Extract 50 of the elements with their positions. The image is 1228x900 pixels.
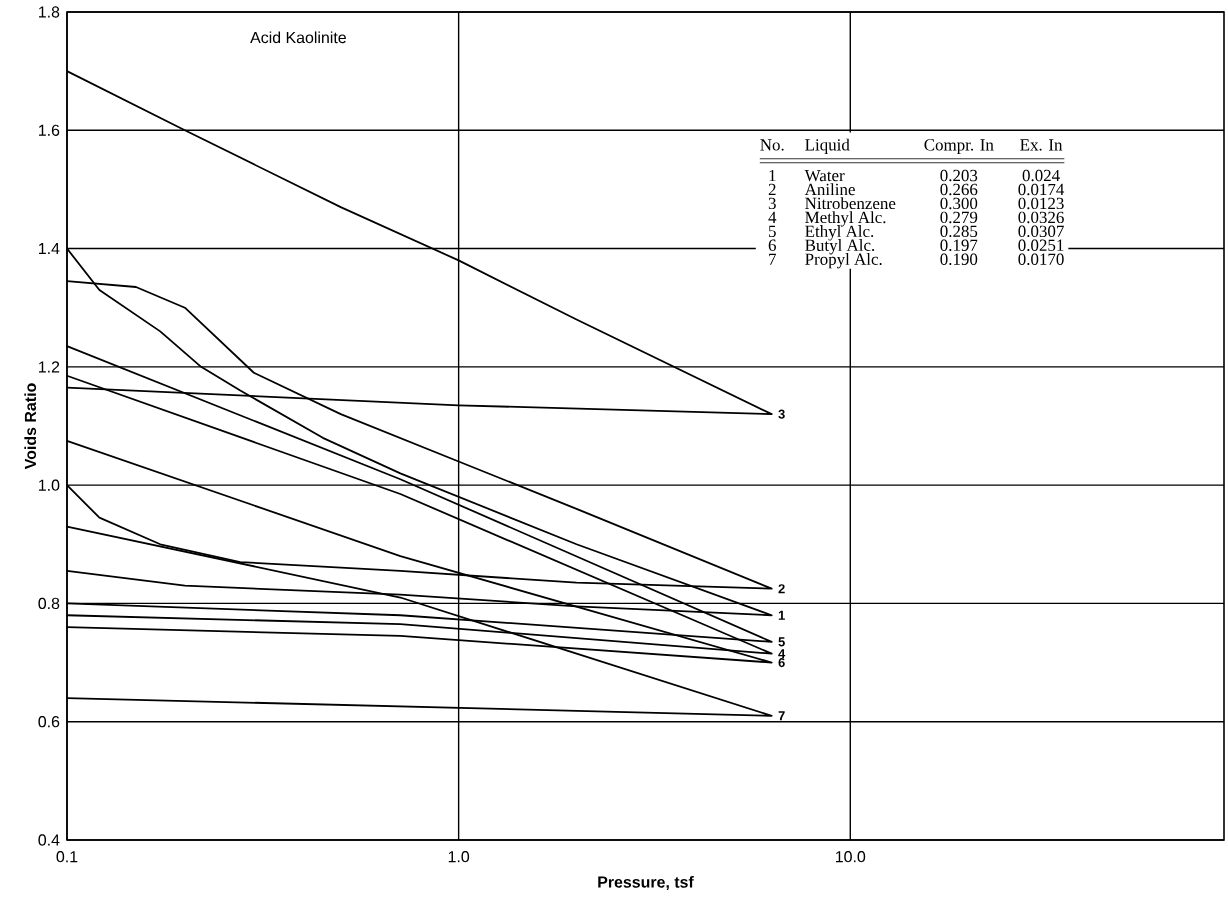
series-label: 3 bbox=[778, 409, 785, 419]
annotation: 7 bbox=[769, 253, 776, 265]
series-label: 5 bbox=[778, 637, 785, 647]
annotation: Propyl Alc. bbox=[805, 253, 882, 269]
annotation: 0.0307 bbox=[1018, 225, 1064, 238]
annotation: 4 bbox=[768, 211, 777, 223]
annotation: 6 bbox=[768, 239, 776, 251]
x-tick-label: 1.0 bbox=[448, 851, 470, 863]
annotation: 0.197 bbox=[940, 239, 978, 252]
y-tick-label: 1.0 bbox=[39, 479, 60, 491]
annotation: 0.266 bbox=[940, 183, 978, 196]
x-tick-label: 10.0 bbox=[835, 851, 866, 863]
series-label: 1 bbox=[778, 610, 785, 620]
annotation: No. bbox=[760, 139, 784, 151]
annotation: 0.024 bbox=[1022, 169, 1060, 182]
annotation: Ex. In bbox=[1020, 139, 1063, 151]
annotation: 0.203 bbox=[940, 169, 978, 182]
series-label: 7 bbox=[778, 711, 785, 721]
annotation: 5 bbox=[769, 225, 776, 238]
annotation: 0.190 bbox=[940, 253, 978, 266]
y-axis-title: Voids Ratio bbox=[24, 383, 37, 470]
y-tick-label: 0.4 bbox=[38, 834, 60, 846]
x-axis-title: Pressure, tsf bbox=[598, 875, 694, 891]
series-label: 2 bbox=[778, 584, 785, 594]
annotation: Water bbox=[804, 169, 845, 182]
series-label: 4 bbox=[778, 649, 786, 659]
y-tick-label: 1.8 bbox=[39, 6, 60, 18]
y-tick-label: 0.6 bbox=[38, 716, 60, 728]
y-tick-label: 1.6 bbox=[39, 124, 60, 136]
annotation: Liquid bbox=[805, 138, 850, 154]
y-tick-label: 1.2 bbox=[39, 361, 60, 373]
annotation: 3 bbox=[768, 197, 776, 210]
annotation: 0.0326 bbox=[1018, 211, 1064, 224]
annotation: Compr. In bbox=[924, 139, 994, 154]
annotation: 0.0174 bbox=[1018, 183, 1065, 196]
annotation: 0.0251 bbox=[1018, 239, 1064, 252]
annotation: 0.285 bbox=[940, 225, 978, 238]
y-tick-label: 1.4 bbox=[39, 243, 60, 255]
annotation: 0.0123 bbox=[1018, 197, 1064, 210]
annotation: 2 bbox=[768, 183, 776, 196]
y-tick-label: 0.8 bbox=[38, 597, 60, 610]
text: Acid Kaolinite bbox=[250, 31, 346, 44]
annotation: Nitrobenzene bbox=[805, 197, 896, 210]
x-tick-label: 0.1 bbox=[56, 851, 78, 863]
annotation: 0.0170 bbox=[1018, 253, 1064, 266]
annotation: 0.279 bbox=[940, 211, 978, 224]
annotation: Aniline bbox=[804, 183, 855, 196]
annotation: 0.300 bbox=[940, 197, 978, 210]
annotation: 1 bbox=[769, 169, 776, 182]
series-label: 6 bbox=[778, 658, 785, 668]
